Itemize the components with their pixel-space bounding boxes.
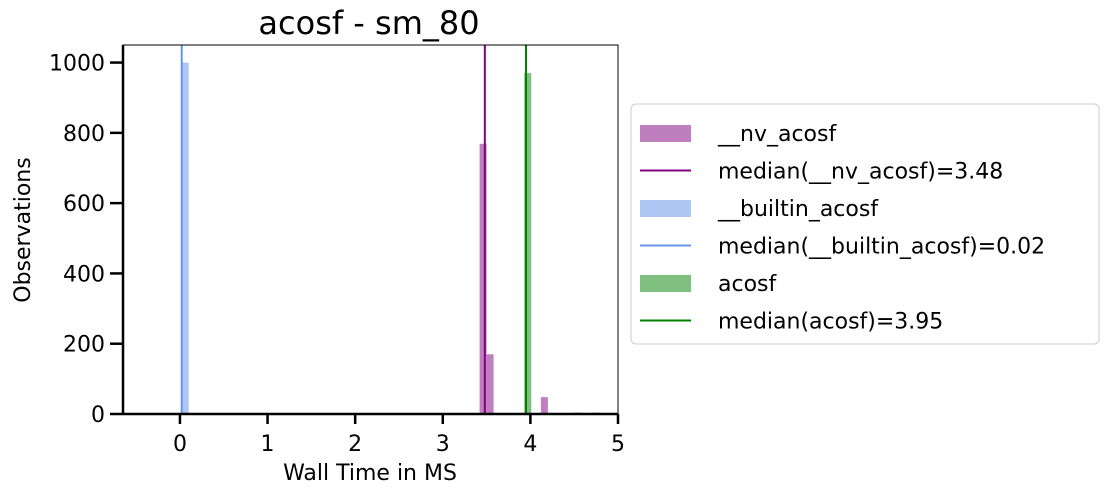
x-axis-label: Wall Time in MS: [283, 461, 457, 486]
legend: __nv_acosf median(__nv_acosf)=3.48 __built…: [630, 103, 1100, 345]
bar-builtinacosf-0: [181, 62, 189, 414]
plot-area: [121, 44, 619, 416]
y-tick-label: 0: [91, 403, 105, 428]
x-tick-label: 1: [261, 432, 275, 457]
x-tick-label: 3: [436, 432, 450, 457]
legend-label: __nv_acosf: [717, 122, 837, 147]
legend-label: median(__nv_acosf)=3.48: [718, 160, 1003, 185]
chart-title: acosf - sm_80: [258, 4, 479, 42]
bar-nvacosf-1: [486, 354, 494, 414]
x-tick-label: 4: [523, 432, 537, 457]
bar-nvacosf-0: [479, 143, 487, 414]
x-tick-label: 5: [611, 432, 625, 457]
x-tick-label: 0: [173, 432, 187, 457]
bar-nvacosf-2: [540, 397, 548, 414]
legend-label: median(__builtin_acosf)=0.02: [718, 235, 1045, 260]
y-tick-label: 400: [63, 262, 105, 287]
y-tick-label: 800: [63, 122, 105, 147]
x-axis: 0 1 2 3 4 5: [173, 414, 625, 457]
y-tick-label: 200: [63, 333, 105, 358]
legend-box: [630, 103, 1100, 345]
legend-label: __builtin_acosf: [717, 197, 879, 222]
legend-swatch: [640, 200, 691, 217]
legend-swatch: [640, 125, 691, 142]
bar-acosf-0: [524, 73, 532, 414]
y-axis: 0 200 400 600 800 1000: [49, 52, 123, 428]
y-tick-label: 1000: [49, 52, 105, 77]
legend-swatch: [640, 275, 691, 292]
legend-label: median(acosf)=3.95: [718, 310, 943, 335]
y-tick-label: 600: [63, 192, 105, 217]
legend-label: acosf: [718, 272, 777, 297]
plot-frame: [122, 44, 619, 415]
y-axis-label: Observations: [11, 157, 36, 302]
x-tick-label: 2: [348, 432, 362, 457]
